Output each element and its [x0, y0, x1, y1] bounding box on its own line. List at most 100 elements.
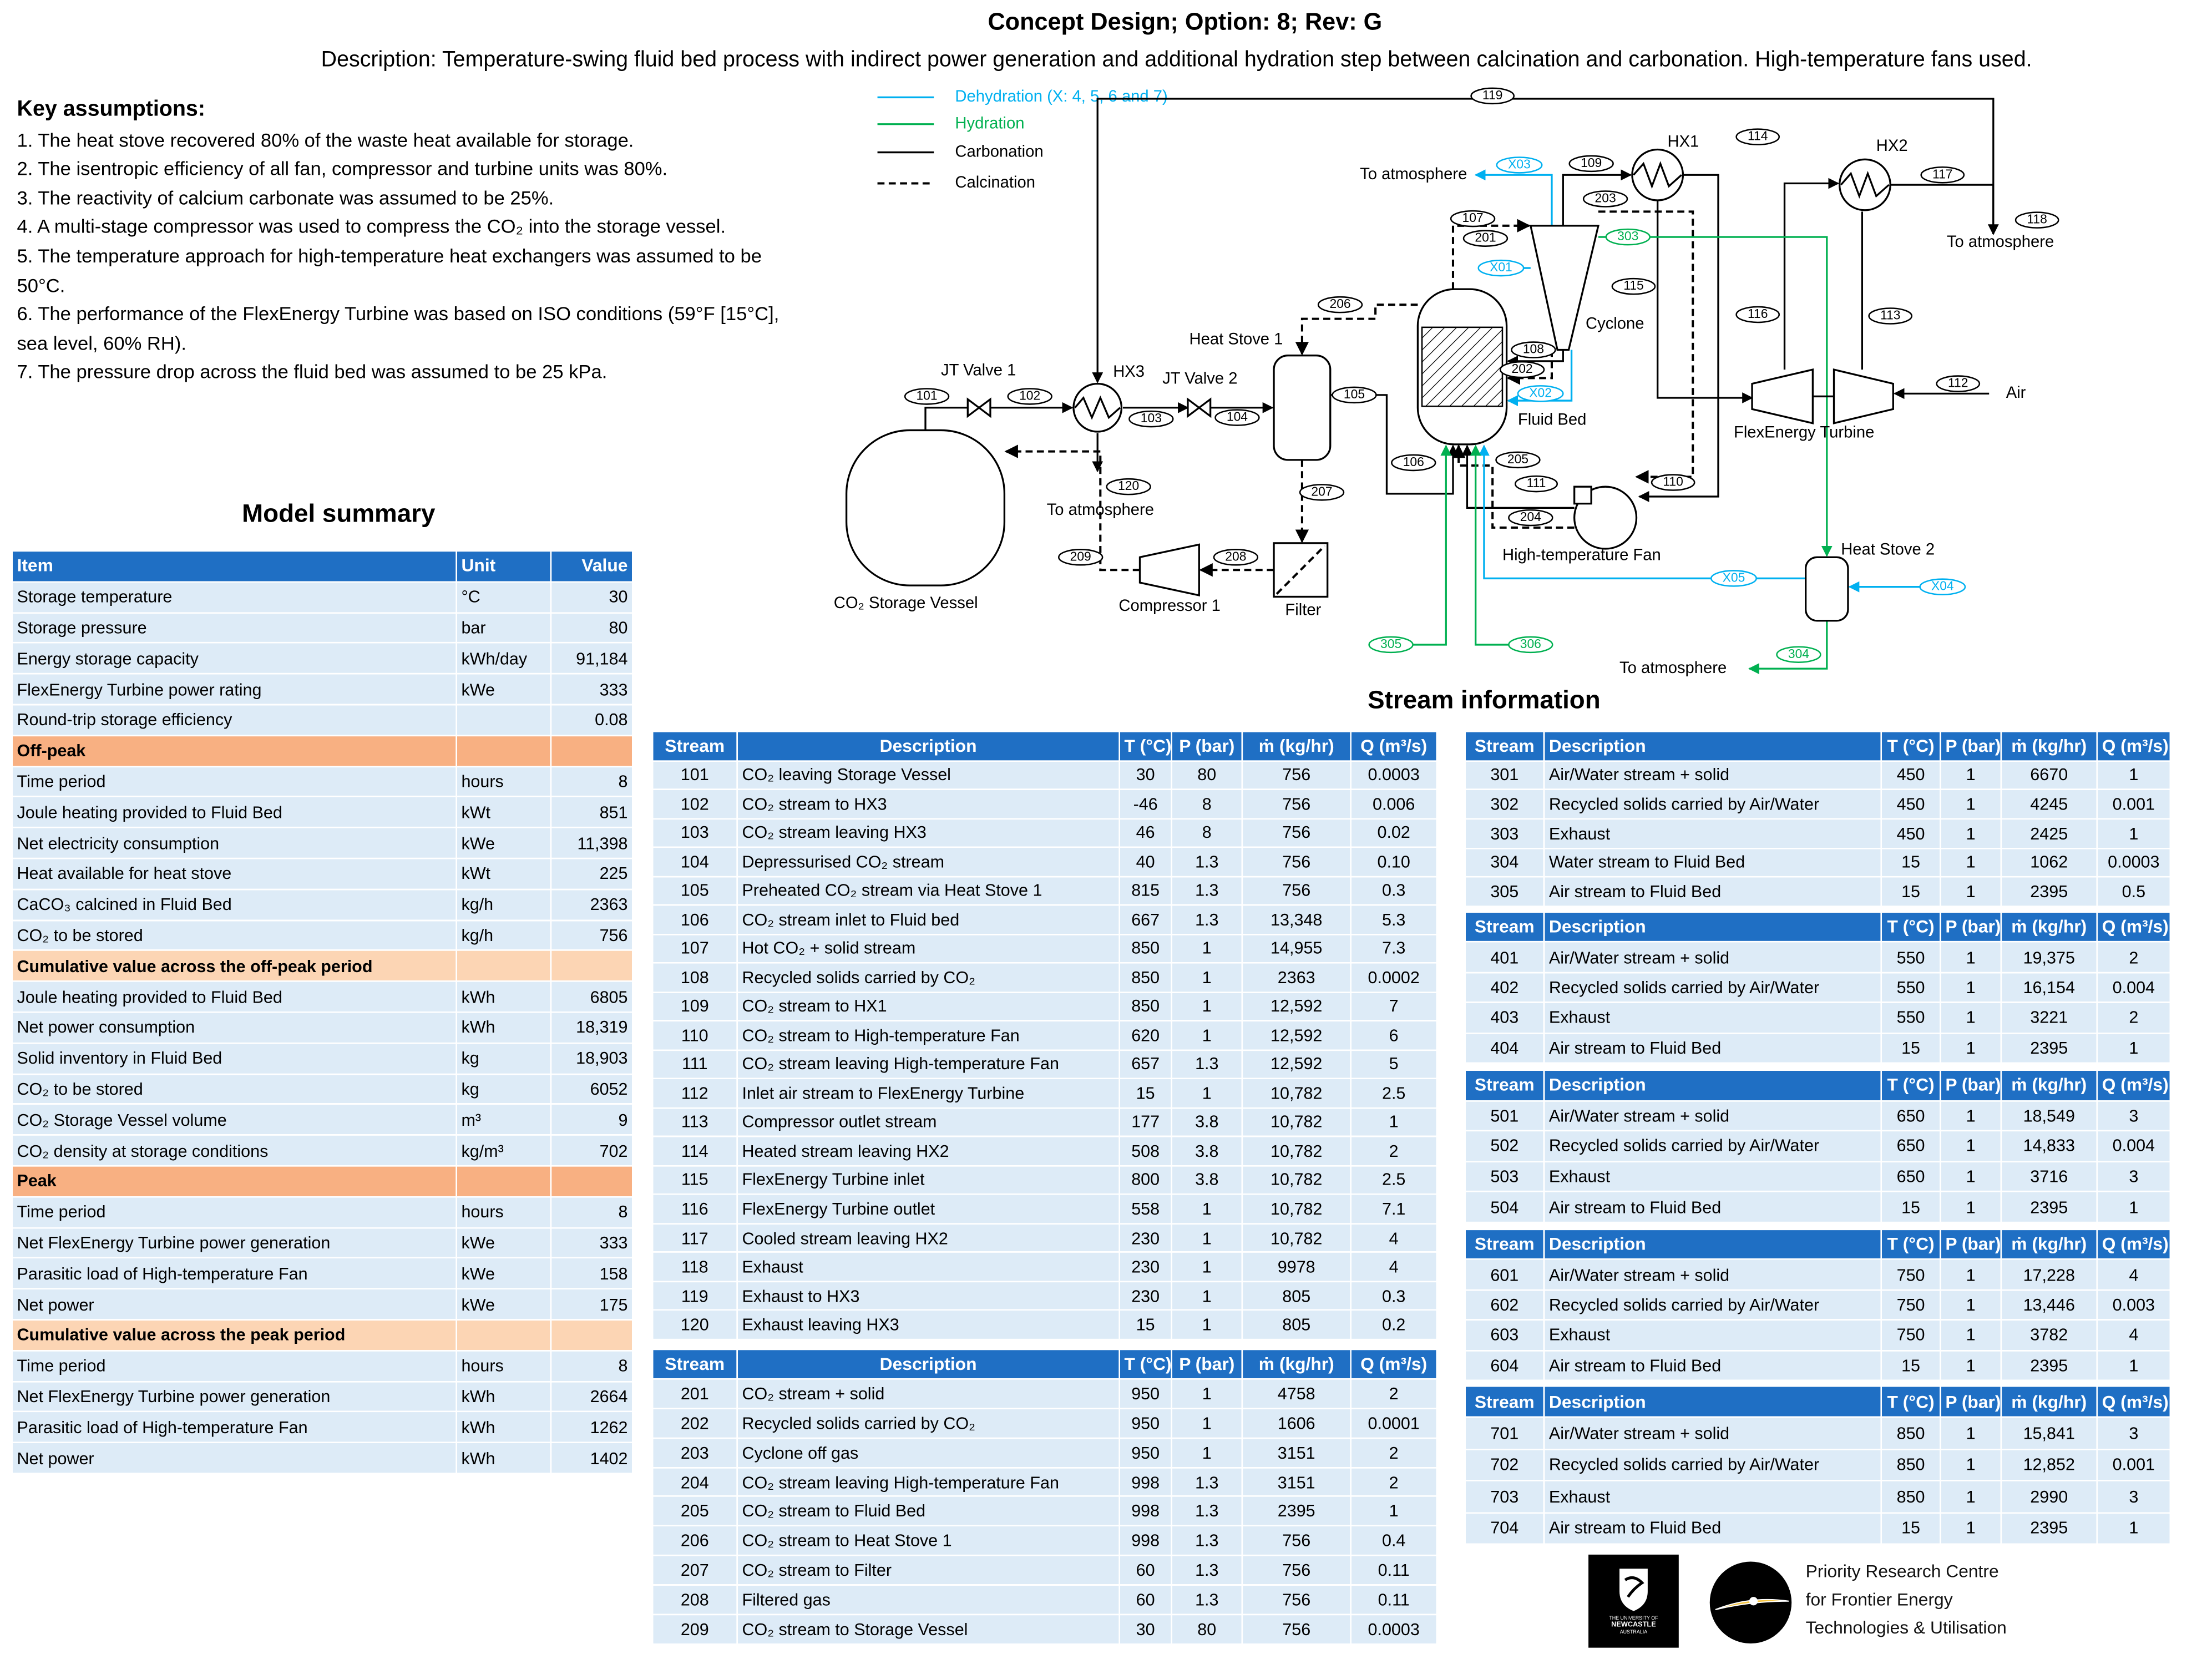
header-cell: P (bar) [1940, 1228, 2002, 1261]
stream-tag: 117 [1932, 166, 1952, 181]
cell: 3.8 [1171, 1136, 1243, 1166]
cell: Exhaust [1543, 1002, 1882, 1034]
cell: 1 [1171, 1251, 1243, 1282]
stream-tag: 114 [1748, 129, 1768, 143]
cell: 304 [1464, 847, 1545, 878]
row: Net FlexEnergy Turbine power generation k… [11, 1380, 634, 1413]
stream-tag-outline [1496, 156, 1543, 174]
diagram-label: JT Valve 2 [1162, 370, 1237, 388]
diagram-label: Heat Stove 2 [1841, 540, 1935, 558]
cell: Storage temperature [11, 581, 457, 613]
row: 704 Air stream to Fluid Bed 15 1 2395 1 [1464, 1511, 2171, 1545]
assumption: 5. The temperature approach for high-tem… [17, 245, 762, 296]
cell: CO₂ stream leaving High-temperature Fan [736, 1466, 1120, 1498]
cell: 1 [1171, 962, 1243, 993]
stream-tag-outline [1605, 228, 1651, 246]
cell: 2395 [1241, 1496, 1352, 1527]
row: 118 Exhaust 230 1 9978 4 [651, 1251, 1438, 1282]
cell: 2363 [1241, 962, 1352, 993]
cell: 109 [651, 991, 738, 1022]
diagram-label: Filter [1285, 601, 1321, 619]
cell: 18,319 [550, 1011, 634, 1044]
cell: 1402 [550, 1441, 634, 1474]
row: 104 Depressurised CO₂ stream 40 1.3 756 0.10 [651, 846, 1438, 877]
cell: 756 [550, 919, 634, 952]
cell: 805 [1241, 1281, 1352, 1311]
stream-tag: 202 [1511, 361, 1532, 376]
cell: 3151 [1241, 1437, 1352, 1468]
summary-title: Model summary [241, 499, 436, 528]
diagram-label: High-temperature Fan [1502, 546, 1661, 564]
cell: 15 [1118, 1078, 1172, 1109]
cell: 0.001 [2096, 1448, 2171, 1482]
cell: 6 [1350, 1020, 1438, 1051]
row: 107 Hot CO₂ + solid stream 850 1 14,955 7.3 [651, 933, 1438, 964]
assumption: 2. The isentropic efficiency of all fan,… [17, 158, 668, 180]
cell: 950 [1118, 1378, 1172, 1409]
header-cell: Stream [651, 1348, 738, 1380]
cell: 650 [1880, 1160, 1941, 1193]
cell: CO₂ stream to HX1 [736, 991, 1120, 1022]
cell: 7.1 [1350, 1193, 1438, 1225]
stream-table: Stream Description T (°C) P (bar) ṁ (kg/hr) Q… [1464, 731, 2171, 907]
cell: 8 [550, 1349, 634, 1382]
cell: 117 [651, 1222, 738, 1253]
row: 202 Recycled solids carried by CO₂ 950 1 160… [651, 1407, 1438, 1439]
cell: 2.5 [1350, 1165, 1438, 1196]
row: 402 Recycled solids carried by Air/Water 5… [1464, 972, 2171, 1004]
cell: 403 [1464, 1002, 1545, 1034]
header-cell: Q (m³/s) [2096, 1069, 2171, 1101]
stream-tag-outline [1495, 451, 1541, 469]
row: 120 Exhaust leaving HX3 15 1 805 0.2 [651, 1309, 1438, 1341]
cell: 1606 [1241, 1407, 1352, 1439]
cell: 3.8 [1171, 1107, 1243, 1137]
cell: 112 [651, 1078, 738, 1109]
cell: 104 [651, 846, 738, 877]
row: CO₂ Storage Vessel volume m³ 9 [11, 1104, 634, 1136]
row: 501 Air/Water stream + solid 650 1 18,549 3 [1464, 1100, 2171, 1132]
cell: Heated stream leaving HX2 [736, 1136, 1120, 1166]
cell: 650 [1880, 1130, 1941, 1162]
cell: 15 [1880, 1191, 1941, 1223]
cell: 10,782 [1241, 1136, 1352, 1166]
cell: 1.3 [1171, 1496, 1243, 1527]
header-cell: Stream [1464, 911, 1545, 943]
cell: 1.3 [1171, 875, 1243, 906]
cell: 1 [1940, 1130, 2002, 1162]
diagram-label: FlexEnergy Turbine [1734, 423, 1874, 441]
cell: 1 [2096, 1031, 2171, 1064]
cell: 1 [2096, 1511, 2171, 1545]
cell: 1 [1171, 1222, 1243, 1253]
assumption: 3. The reactivity of calcium carbonate w… [17, 187, 554, 209]
cell: 208 [651, 1584, 738, 1616]
stream-tag: 201 [1475, 230, 1496, 245]
header-cell: Q (m³/s) [2096, 1228, 2171, 1261]
assumptions-title: Key assumptions: [17, 97, 206, 122]
cell: 1.3 [1171, 1466, 1243, 1498]
cell: Cyclone off gas [736, 1437, 1120, 1468]
stream-tag-outline [1450, 210, 1496, 227]
cell: Air/Water stream + solid [1543, 941, 1882, 973]
section-cell: Cumulative value across the off-peak per… [11, 950, 457, 982]
stream-tag-outline [1517, 385, 1564, 402]
cell: 10,782 [1241, 1107, 1352, 1137]
header-cell: T (°C) [1118, 1348, 1172, 1380]
cell: FlexEnergy Turbine outlet [736, 1193, 1120, 1225]
stream-tag: 303 [1617, 229, 1638, 243]
row: 305 Air stream to Fluid Bed 15 1 2395 0.5 [1464, 876, 2171, 907]
cell: 1 [1940, 1191, 2002, 1223]
cell: 3 [2096, 1160, 2171, 1193]
cell: 15 [1880, 847, 1941, 878]
cell: 1 [1171, 1407, 1243, 1439]
row: Cumulative value across the peak period [11, 1319, 634, 1351]
cell: 2.5 [1350, 1078, 1438, 1109]
row: 204 CO₂ stream leaving High-temperature F… [651, 1466, 1438, 1498]
stream-tag: 207 [1311, 484, 1332, 498]
cell: 1 [1940, 789, 2002, 820]
cell: 603 [1464, 1319, 1545, 1351]
cell: 115 [651, 1165, 738, 1196]
cell: 177 [1118, 1107, 1172, 1137]
stream-tag-outline [1499, 361, 1545, 378]
row: Net power kWh 1402 [11, 1441, 634, 1474]
